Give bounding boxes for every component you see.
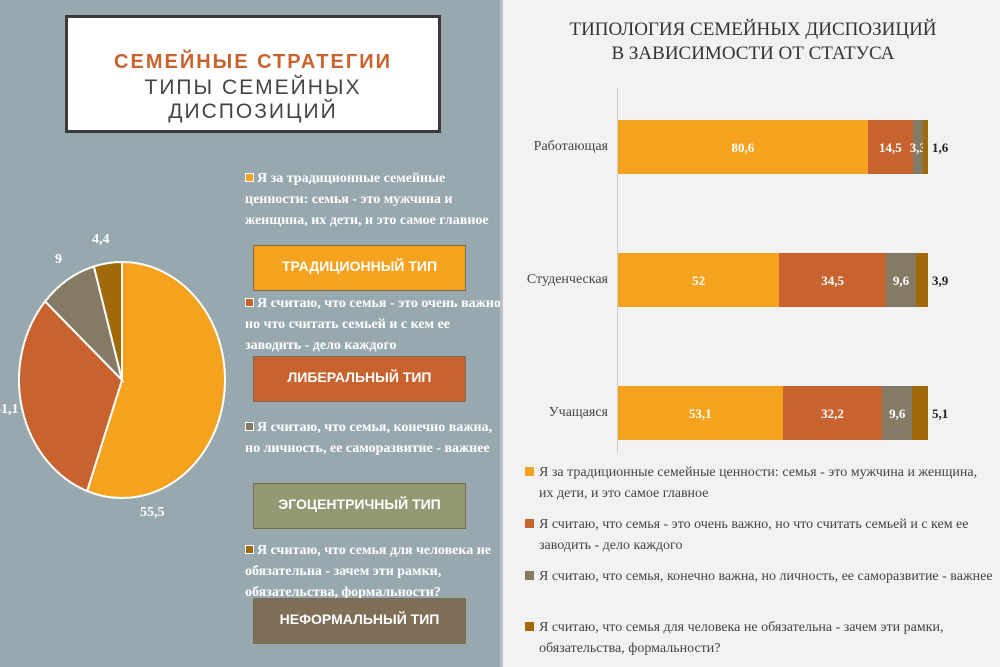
- bar-data-label: 80,6: [731, 140, 755, 155]
- pie-chart: [18, 260, 226, 499]
- legend-text: Я за традиционные семейные ценности: сем…: [245, 171, 489, 228]
- pie-slice: [92, 260, 123, 381]
- bar-data-label: 3,3: [909, 140, 927, 155]
- bar-data-label: 32,2: [821, 406, 844, 421]
- type-label: ТРАДИЦИОННЫЙ ТИП: [281, 258, 438, 274]
- legend-swatch: [245, 298, 254, 307]
- left-panel: СЕМЕЙНЫЕ СТРАТЕГИИ ТИПЫ СЕМЕЙНЫХ ДИСПОЗИ…: [0, 0, 504, 667]
- bar-segment: [779, 253, 887, 307]
- legend-text: Я считаю, что семья для человека не обяз…: [539, 620, 944, 656]
- type-box: НЕФОРМАЛЬНЫЙ ТИП: [253, 598, 466, 644]
- category-label: Студенческая: [526, 272, 608, 287]
- type-label: ЭГОЦЕНТРИЧНЫЙ ТИП: [278, 496, 441, 512]
- legend-swatch: [525, 571, 534, 580]
- bar-segment: [782, 386, 883, 440]
- bar-segment: [618, 253, 780, 307]
- bar-segment: [618, 386, 783, 440]
- legend-swatch: [245, 422, 254, 431]
- pie-legend-item: Я считаю, что семья - это очень важно, н…: [245, 293, 505, 356]
- pie-data-label: 9: [55, 252, 62, 267]
- bar-segment: [923, 120, 928, 174]
- pie-data-label: 55,5: [140, 505, 165, 520]
- type-box: ЭГОЦЕНТРИЧНЫЙ ТИП: [253, 483, 466, 529]
- bar-data-label: 1,6: [932, 140, 949, 155]
- slide-title: СЕМЕЙНЫЕ СТРАТЕГИИ: [114, 51, 392, 73]
- bar-data-label: 9,6: [889, 406, 906, 421]
- legend-text: Я считаю, что семья - это очень важно, н…: [245, 296, 505, 353]
- legend-text: Я за традиционные семейные ценности: сем…: [539, 465, 978, 501]
- pie-slice: [85, 260, 226, 499]
- type-label: НЕФОРМАЛЬНЫЙ ТИП: [279, 611, 440, 627]
- pie-data-label: 4,4: [92, 232, 110, 247]
- bar-segment: [912, 120, 924, 174]
- pie-legend-item: Я считаю, что семья, конечно важна, но л…: [245, 417, 505, 459]
- chart-title: ТИПОЛОГИЯ СЕМЕЙНЫХ ДИСПОЗИЦИЙ В ЗАВИСИМО…: [569, 19, 937, 64]
- legend-swatch: [525, 622, 534, 631]
- pie-legend-item: Я считаю, что семья для человека не обяз…: [245, 540, 505, 603]
- bar-segment: [618, 120, 868, 174]
- bar-data-label: 34,5: [821, 273, 845, 288]
- bar-data-label: 53,1: [688, 406, 712, 421]
- legend-text: Я считаю, что семья, конечно важна, но л…: [245, 420, 493, 456]
- slide-subtitle: ТИПЫ СЕМЕЙНЫХ ДИСПОЗИЦИЙ: [144, 76, 362, 123]
- bar-data-label: 5,1: [932, 406, 949, 421]
- legend-swatch: [525, 467, 534, 476]
- bar-segment: [867, 120, 913, 174]
- legend-swatch: [245, 173, 254, 182]
- title-box: СЕМЕЙНЫЕ СТРАТЕГИИ ТИПЫ СЕМЕЙНЫХ ДИСПОЗИ…: [65, 15, 441, 133]
- bar-legend-item: Я считаю, что семья - это очень важно, н…: [525, 514, 995, 556]
- bar-segment: [912, 386, 928, 440]
- type-box: ТРАДИЦИОННЫЙ ТИП: [253, 245, 466, 291]
- y-axis-line: [617, 88, 618, 453]
- pie-data-label: 31,1: [0, 402, 19, 417]
- type-label: ЛИБЕРАЛЬНЫЙ ТИП: [287, 369, 432, 385]
- bar-legend-item: Я считаю, что семья, конечно важна, но л…: [525, 566, 995, 587]
- pie-legend-item: Я за традиционные семейные ценности: сем…: [245, 168, 505, 231]
- bar-segment: [882, 386, 913, 440]
- legend-swatch: [245, 545, 254, 554]
- bar-data-label: 9,6: [892, 273, 910, 288]
- bar-data-label: 52: [692, 273, 706, 288]
- bar-segment: [886, 253, 916, 307]
- bar-data-label: 14,5: [878, 140, 902, 155]
- category-label: Работающая: [533, 139, 608, 154]
- type-box: ЛИБЕРАЛЬНЫЙ ТИП: [253, 356, 466, 402]
- bar-legend-item: Я за традиционные семейные ценности: сем…: [525, 462, 995, 504]
- bar-data-label: 3,9: [932, 273, 949, 288]
- legend-swatch: [525, 519, 534, 528]
- pie-slice: [18, 299, 124, 493]
- bar-segment: [915, 253, 928, 307]
- legend-text: Я считаю, что семья - это очень важно, н…: [539, 517, 969, 553]
- category-label: Учащаяся: [548, 405, 608, 420]
- right-panel: ТИПОЛОГИЯ СЕМЕЙНЫХ ДИСПОЗИЦИЙ В ЗАВИСИМО…: [500, 0, 1000, 667]
- legend-text: Я считаю, что семья для человека не обяз…: [245, 543, 491, 600]
- bar-legend-item: Я считаю, что семья для человека не обяз…: [525, 617, 995, 659]
- legend-text: Я считаю, что семья, конечно важна, но л…: [539, 569, 993, 584]
